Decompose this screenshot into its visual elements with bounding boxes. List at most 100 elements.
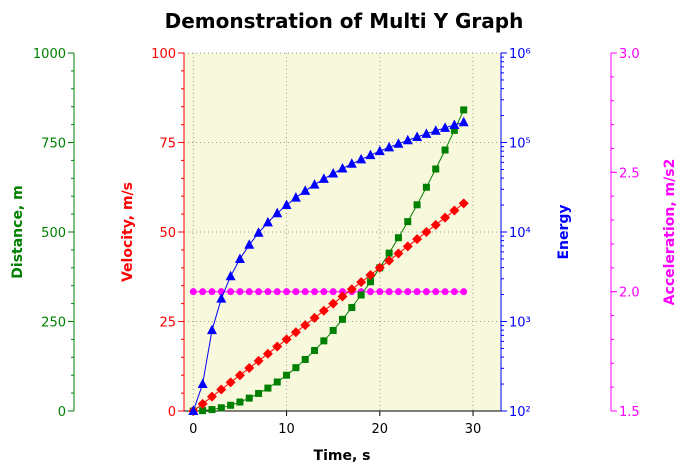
energy-point	[206, 324, 217, 335]
distance-point	[255, 389, 263, 397]
velocity-point	[421, 227, 432, 237]
energy-point	[281, 199, 292, 210]
velocity-tick-label: 25	[159, 316, 176, 331]
plot-area	[184, 53, 501, 411]
series-acceleration	[189, 288, 468, 296]
energy-point	[225, 270, 236, 281]
x-tick-label: 20	[372, 422, 389, 437]
distance-point	[245, 394, 253, 402]
velocity-point	[197, 398, 208, 409]
energy-point	[356, 153, 367, 164]
velocity-point	[356, 277, 367, 288]
energy-point	[365, 149, 376, 160]
acceleration-point	[189, 288, 197, 296]
energy-point	[300, 185, 311, 195]
acceleration-point	[236, 288, 244, 296]
velocity-tick-label: 100	[151, 47, 176, 62]
velocity-point	[290, 327, 301, 338]
energy-tick-label: 10⁶	[509, 47, 531, 62]
velocity-point	[337, 291, 348, 302]
velocity-tick-label: 75	[159, 137, 176, 152]
acceleration-point	[283, 288, 291, 296]
x-tick-label: 0	[189, 422, 197, 437]
distance-point	[422, 183, 430, 191]
velocity-point	[384, 255, 395, 266]
energy-point	[402, 134, 413, 145]
energy-point	[421, 128, 432, 138]
distance-axis-label: Distance, m	[10, 185, 26, 278]
acceleration-point	[320, 288, 328, 296]
energy-tick-label: 10⁵	[509, 137, 531, 152]
series-layer	[188, 106, 469, 416]
distance-point	[348, 304, 356, 312]
velocity-point	[393, 248, 404, 259]
energy-point	[328, 168, 339, 178]
velocity-point	[216, 384, 227, 395]
acceleration-point	[255, 288, 263, 296]
energy-point	[234, 253, 245, 263]
acceleration-point	[432, 288, 440, 296]
acceleration-axis-label: Acceleration, m/s2	[662, 159, 678, 306]
velocity-point	[449, 205, 460, 216]
energy-point	[412, 131, 423, 141]
velocity-point	[346, 284, 357, 295]
distance-point	[292, 364, 300, 372]
velocity-point	[458, 198, 469, 209]
distance-tick-label: 500	[41, 226, 66, 241]
acceleration-point	[292, 288, 300, 296]
energy-point	[449, 119, 460, 130]
acceleration-point	[227, 288, 235, 296]
acceleration-point	[413, 288, 421, 296]
distance-point	[217, 404, 225, 412]
velocity-point	[440, 212, 451, 223]
energy-point	[197, 378, 208, 389]
energy-point	[309, 179, 320, 189]
velocity-point	[365, 269, 376, 280]
velocity-point	[225, 377, 236, 388]
energy-tick-label: 10³	[509, 316, 531, 331]
axes: 0 10 20 30 0 250 500 750 1000 Distance, m 0 25 50 75 1…	[10, 47, 678, 437]
acceleration-point	[376, 288, 384, 296]
acceleration-tick-label: 2.5	[619, 166, 640, 181]
acceleration-point	[273, 288, 281, 296]
velocity-point	[402, 241, 413, 252]
distance-point	[329, 326, 337, 334]
distance-tick-label: 0	[58, 405, 66, 420]
distance-point	[227, 401, 235, 409]
acceleration-tick-label: 3.0	[619, 47, 640, 62]
energy-point	[458, 116, 469, 127]
x-axis-label: Time, s	[314, 448, 371, 464]
distance-point	[366, 278, 374, 286]
acceleration-point	[301, 288, 309, 296]
acceleration-point	[460, 288, 468, 296]
energy-point	[253, 227, 264, 237]
velocity-tick-label: 50	[159, 226, 176, 241]
distance-point	[385, 249, 393, 257]
velocity-point	[300, 320, 311, 331]
acceleration-point	[404, 288, 412, 296]
velocity-point	[328, 298, 339, 309]
x-tick-label: 30	[465, 422, 482, 437]
velocity-tick-label: 0	[168, 405, 176, 420]
acceleration-point	[394, 288, 402, 296]
velocity-point	[281, 334, 292, 345]
acceleration-point	[329, 288, 337, 296]
series-energy	[188, 116, 469, 415]
acceleration-point	[450, 288, 458, 296]
energy-point	[272, 207, 283, 218]
energy-tick-label: 10⁴	[509, 226, 531, 241]
velocity-point	[430, 219, 441, 230]
distance-tick-label: 250	[41, 316, 66, 331]
chart-title: Demonstration of Multi Y Graph	[165, 9, 524, 33]
velocity-point	[374, 262, 385, 273]
acceleration-point	[264, 288, 272, 296]
velocity-point	[206, 391, 217, 402]
energy-point	[430, 125, 441, 135]
distance-point	[413, 201, 421, 209]
distance-point	[441, 146, 449, 154]
distance-point	[311, 346, 319, 354]
acceleration-point	[311, 288, 319, 296]
distance-point	[273, 378, 281, 386]
x-tick-label: 10	[278, 422, 295, 437]
